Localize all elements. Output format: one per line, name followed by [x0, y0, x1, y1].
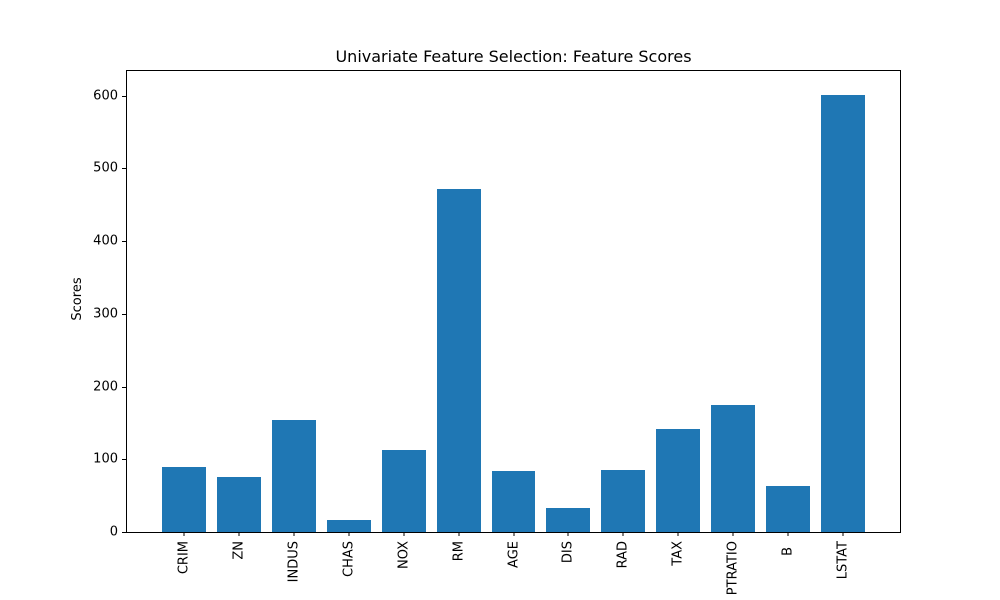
x-tick-label-rm: RM: [451, 541, 467, 562]
y-tick-label-0: 0: [109, 524, 118, 540]
y-tick-mark: [122, 313, 126, 315]
y-tick-label-600: 600: [93, 88, 118, 104]
bar-nox: [381, 450, 426, 532]
bar-zn: [217, 477, 261, 532]
x-tick-label-indus: INDUS: [286, 541, 302, 583]
bar-crim: [162, 466, 207, 532]
plot-area: CRIM ZN INDUS CHAS NOX RM AGE DIS RAD TAX PTRATIO B…: [93, 70, 901, 595]
x-tick-label-nox: NOX: [396, 541, 412, 570]
x-tick-label-tax: TAX: [670, 541, 686, 566]
y-tick-label-400: 400: [93, 233, 118, 249]
x-tick-label-crim: CRIM: [176, 541, 192, 575]
x-tick-mark: [622, 532, 624, 536]
bar-tax: [656, 428, 701, 532]
y-tick-mark: [122, 95, 126, 97]
bar-age: [491, 471, 536, 532]
x-tick-label-rad: RAD: [615, 541, 631, 569]
x-tick-mark: [787, 532, 789, 536]
x-tick-label-dis: DIS: [560, 541, 576, 564]
y-tick-mark: [122, 532, 126, 533]
x-tick-label-lstat: LSTAT: [835, 541, 851, 580]
y-tick-mark: [122, 459, 126, 461]
chart-title: Univariate Feature Selection: Feature Sc…: [335, 47, 692, 66]
x-tick-mark: [732, 532, 734, 536]
bar-b: [766, 486, 810, 532]
x-tick-label-b: B: [780, 547, 796, 556]
y-tick-label-500: 500: [93, 160, 118, 176]
x-tick-mark: [238, 532, 240, 536]
y-tick-mark: [122, 241, 126, 243]
bar-rad: [601, 469, 646, 532]
y-tick-label-100: 100: [93, 451, 118, 467]
y-axis-label: Scores: [70, 277, 85, 321]
y-tick-mark: [122, 168, 126, 170]
x-tick-mark: [183, 532, 185, 536]
x-tick-mark: [677, 532, 679, 536]
x-tick-mark: [293, 532, 295, 536]
x-tick-mark: [842, 532, 844, 536]
x-tick-mark: [458, 532, 460, 536]
x-tick-mark: [348, 532, 350, 536]
x-tick-mark: [513, 532, 514, 536]
bar-lstat: [820, 94, 865, 532]
y-tick-label-200: 200: [93, 379, 118, 395]
bar-chas: [326, 520, 371, 532]
x-tick-label-chas: CHAS: [341, 541, 357, 577]
bar-ptratio: [711, 404, 756, 532]
x-tick-label-age: AGE: [506, 541, 521, 568]
bar-dis: [546, 507, 591, 532]
x-tick-mark: [567, 532, 569, 536]
x-tick-mark: [403, 532, 405, 536]
bar-indus: [271, 420, 316, 532]
y-tick-mark: [122, 386, 126, 388]
x-tick-label-ptratio: PTRATIO: [725, 541, 741, 596]
y-tick-label-300: 300: [93, 306, 118, 322]
bar-rm: [436, 188, 481, 532]
x-tick-label-zn: ZN: [231, 541, 247, 560]
